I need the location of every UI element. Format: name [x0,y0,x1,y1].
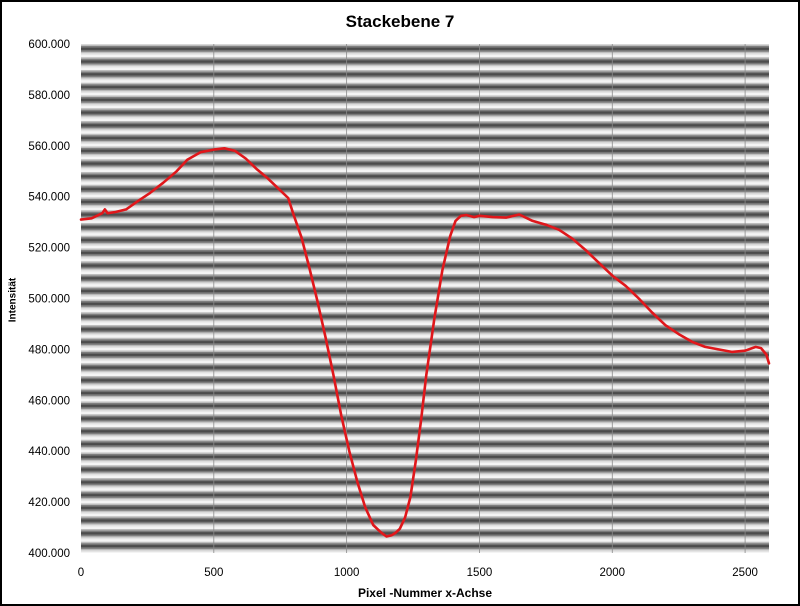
vertical-gridlines [213,44,746,553]
x-tick-label: 2000 [599,567,625,579]
chart-title: Stackebene 7 [345,12,455,31]
y-tick-label: 580.000 [28,90,70,102]
x-tick-label: 0 [78,567,84,579]
y-tick-label: 420.000 [28,497,70,509]
y-axis-title: Intensität [7,277,19,323]
x-axis-ticks: 0 500 1000 1500 2000 2500 [78,567,758,579]
x-axis-title: Pixel -Nummer x-Achse [357,586,493,600]
y-tick-label: 480.000 [28,344,70,356]
y-tick-label: 520.000 [28,243,70,255]
y-tick-label: 460.000 [28,395,70,407]
y-tick-label: 500.000 [28,294,70,306]
intensity-series-line [79,147,771,538]
y-tick-label: 560.000 [28,141,70,153]
x-tick-label: 1000 [334,567,360,579]
plot-area-background [81,44,769,553]
x-tick-label: 1500 [467,567,493,579]
y-tick-label: 400.000 [28,548,70,560]
x-tick-label: 500 [204,567,223,579]
y-tick-label: 540.000 [28,192,70,204]
y-axis-ticks: 400.000 420.000 440.000 460.000 480.000 500.0… [28,39,70,560]
x-tick-label: 2500 [732,567,758,579]
y-tick-label: 440.000 [28,446,70,458]
y-tick-label: 600.000 [28,39,70,51]
